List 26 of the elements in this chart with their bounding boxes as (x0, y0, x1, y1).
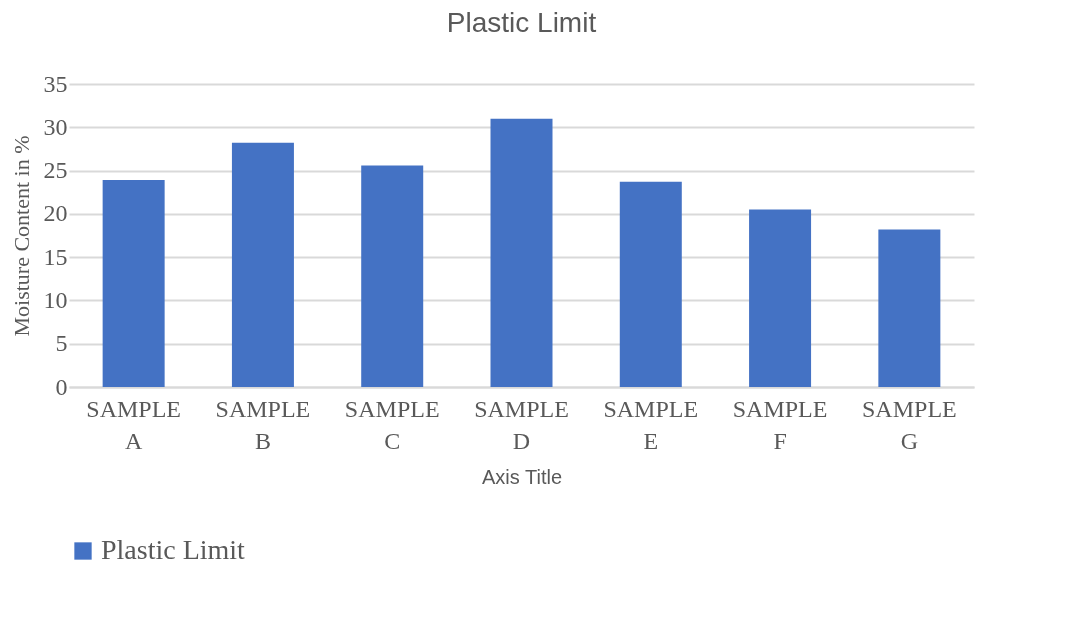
y-tick-label: 20 (43, 200, 68, 227)
bar (490, 118, 553, 387)
x-tick-label: SAMPLE D (474, 395, 569, 454)
y-axis-title: Moisture Content in % (8, 135, 34, 337)
y-tick-label: 15 (43, 243, 68, 270)
bar (102, 180, 165, 387)
bar (749, 209, 812, 387)
x-tick-label: SAMPLE A (86, 395, 181, 454)
y-tick-label: 35 (43, 70, 68, 97)
y-tick-label: 30 (43, 113, 68, 140)
y-tick-label: 25 (43, 157, 68, 184)
x-tick-label: SAMPLE C (344, 395, 440, 454)
y-tick-label: 10 (43, 286, 68, 313)
x-tick-label: SAMPLE F (732, 395, 828, 454)
bar (878, 229, 941, 387)
chart-title: Plastic Limit (446, 7, 597, 38)
y-tick-label: 0 (55, 373, 68, 400)
x-tick-label: SAMPLE G (862, 395, 957, 454)
bar (619, 181, 682, 387)
x-axis-title: Axis Title (481, 465, 563, 488)
x-tick-label: SAMPLE E (603, 395, 699, 454)
bar (361, 165, 424, 387)
bar (231, 142, 294, 387)
x-tick-label: SAMPLE B (215, 395, 311, 454)
y-tick-label: 5 (55, 330, 68, 357)
legend-label: Plastic Limit (101, 534, 246, 565)
